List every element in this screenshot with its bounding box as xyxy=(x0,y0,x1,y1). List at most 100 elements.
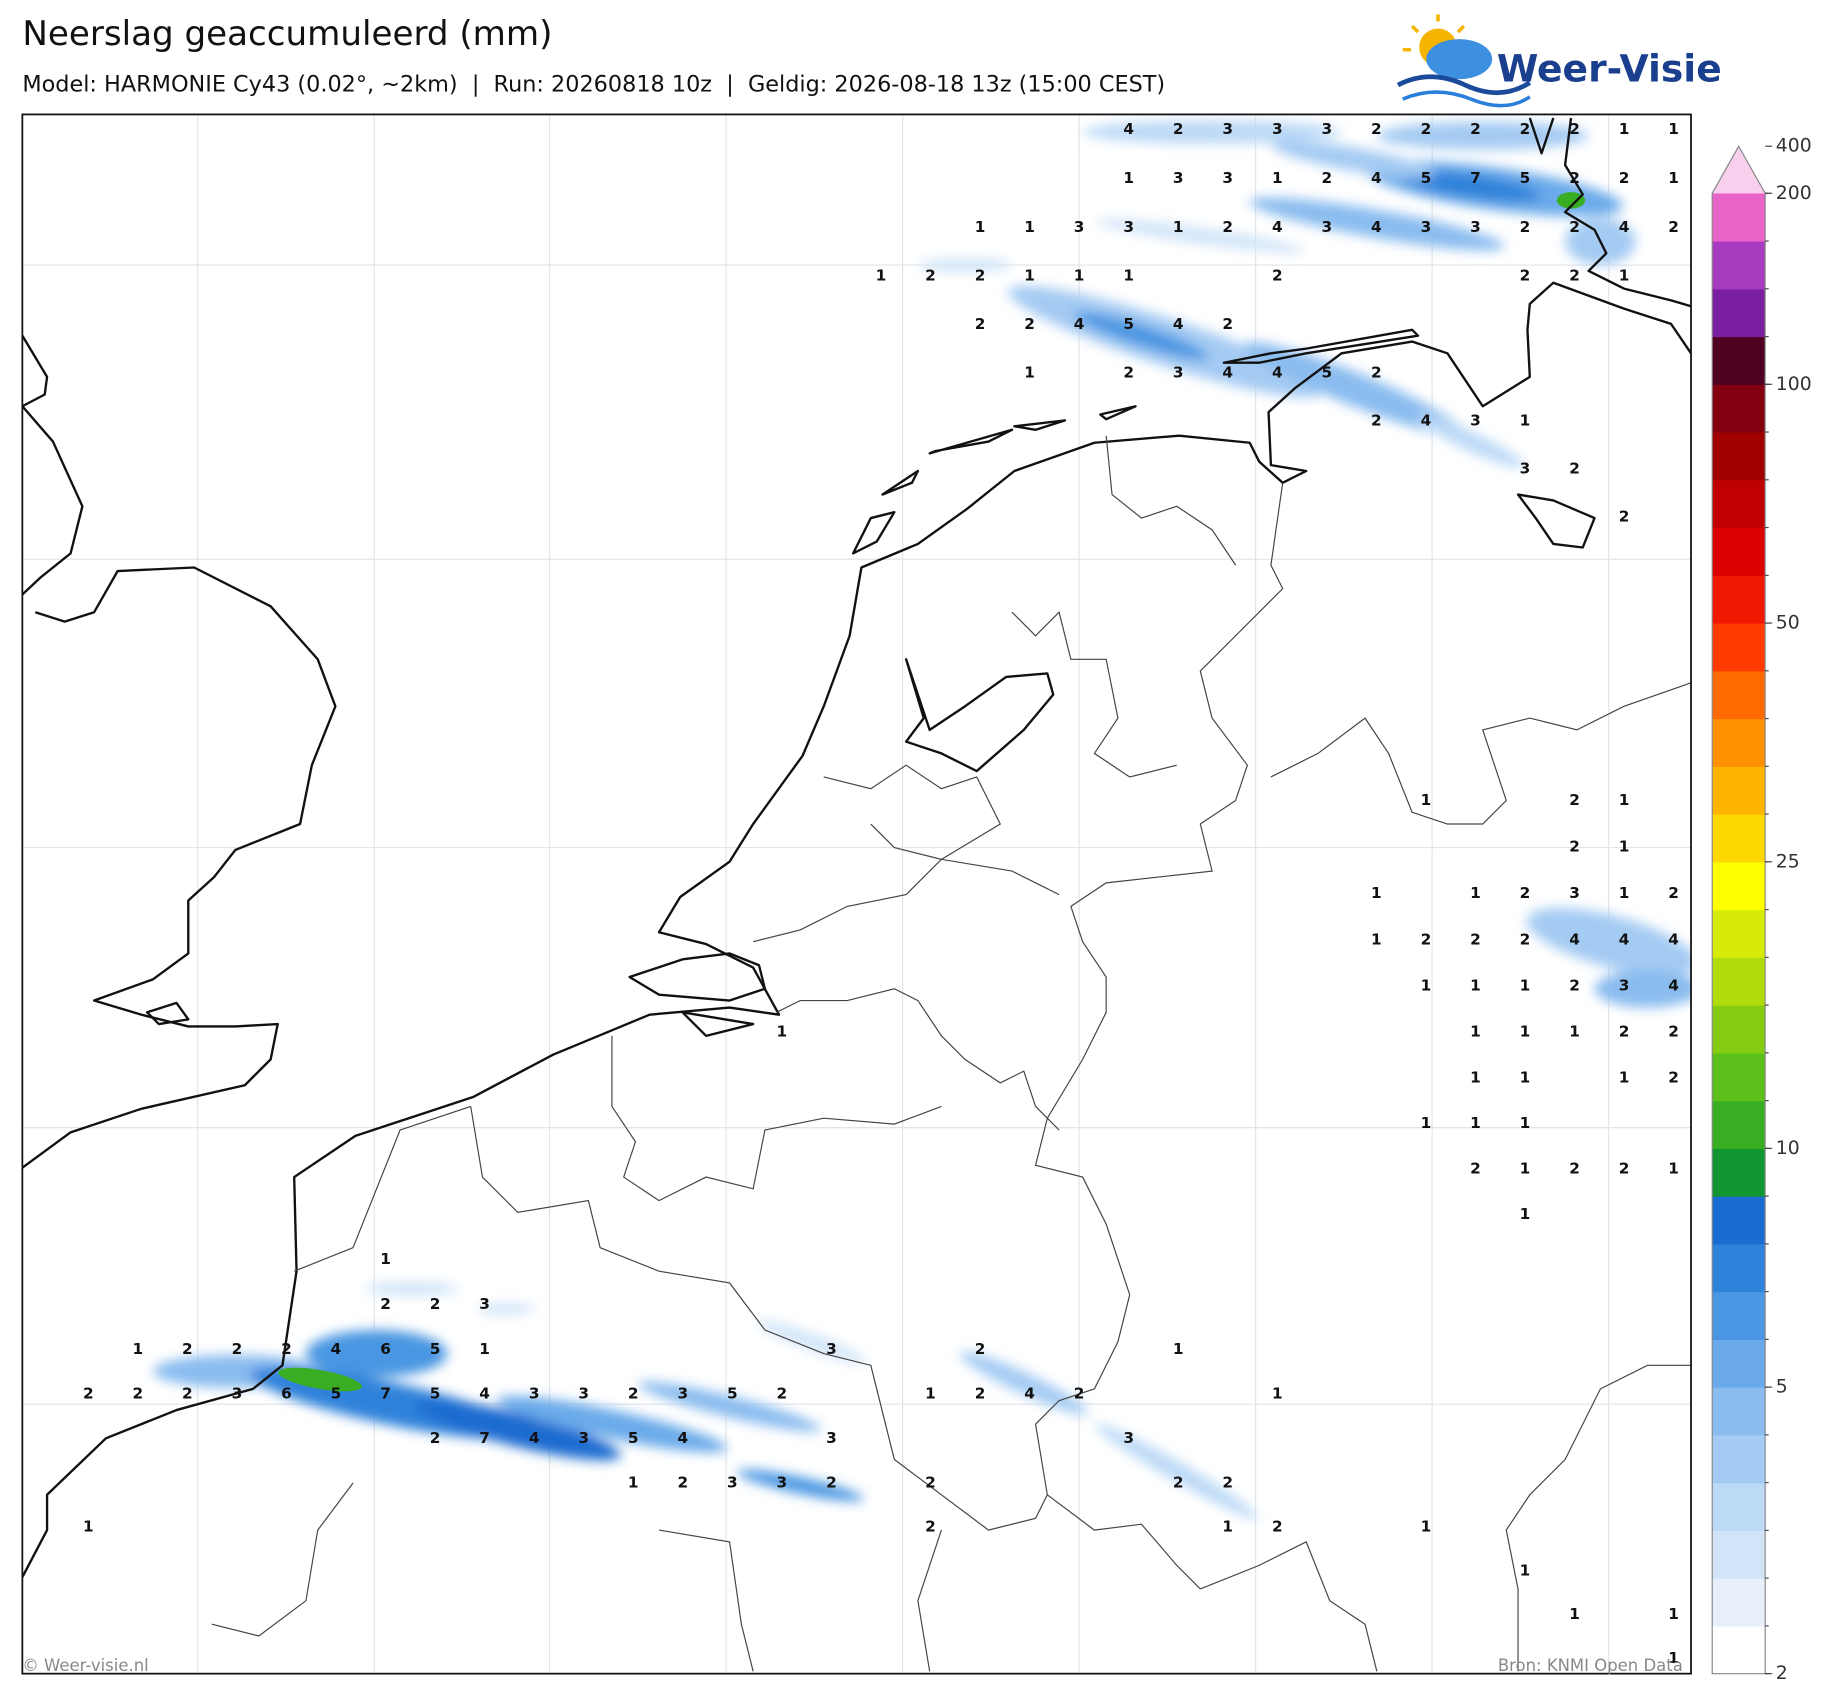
precip-label: 2 xyxy=(83,1384,94,1402)
precip-label: 2 xyxy=(1569,267,1580,285)
precip-label: 3 xyxy=(1470,412,1481,430)
colorbar-block xyxy=(1712,957,1766,1006)
colorbar-block xyxy=(1712,1291,1766,1340)
precip-label: 2 xyxy=(1421,930,1432,948)
colorbar-block xyxy=(1712,288,1766,338)
subtitle: Model: HARMONIE Cy43 (0.02°, ~2km) | Run… xyxy=(22,72,1165,98)
precip-label: 4 xyxy=(1569,930,1580,948)
colorbar-block xyxy=(1712,1243,1766,1293)
colorbar-block xyxy=(1712,766,1766,815)
precip-label: 1 xyxy=(876,267,887,285)
precip-label: 3 xyxy=(1569,884,1580,902)
logo-text: Weer-Visie xyxy=(1497,46,1722,90)
precip-label: 1 xyxy=(975,218,986,236)
precip-label: 1 xyxy=(1668,1605,1679,1623)
precip-label: 3 xyxy=(479,1295,490,1313)
precip-label: 1 xyxy=(1520,1160,1531,1178)
precip-label: 3 xyxy=(826,1429,837,1447)
precip-label: 4 xyxy=(1371,169,1382,187)
precip-label: 1 xyxy=(1024,364,1035,382)
precip-label: 2 xyxy=(1470,1160,1481,1178)
precip-label: 2 xyxy=(1619,508,1630,526)
precip-label: 2 xyxy=(777,1384,788,1402)
precip-label: 1 xyxy=(1470,977,1481,995)
colorbar-block xyxy=(1712,1148,1766,1197)
colorbar-block xyxy=(1712,432,1766,481)
precip-label: 2 xyxy=(1222,218,1233,236)
precip-label: 3 xyxy=(777,1473,788,1491)
precip-label: 5 xyxy=(1520,169,1531,187)
colorbar-tick-label: 400 xyxy=(1776,136,1812,157)
colorbar-tick-label: 5 xyxy=(1776,1377,1788,1398)
precip-label: 4 xyxy=(1668,977,1679,995)
colorbar-tick-label: 2 xyxy=(1776,1663,1788,1681)
precip-label: 7 xyxy=(479,1429,490,1447)
precip-label: 3 xyxy=(1321,218,1332,236)
precip-label: 1 xyxy=(628,1473,639,1491)
precip-label: 2 xyxy=(281,1340,292,1358)
precip-label: 2 xyxy=(1668,218,1679,236)
colorbar-block xyxy=(1712,718,1766,767)
precip-label: 2 xyxy=(1371,364,1382,382)
precip-label: 4 xyxy=(1371,218,1382,236)
precip-label: 1 xyxy=(1421,977,1432,995)
precip-label: 1 xyxy=(1520,1561,1531,1579)
precip-label: 7 xyxy=(380,1384,391,1402)
precipitation-labels: 4 2 3 3 3 2 2 2 2 2 1 1 1 3 3 1 2 4 5 7 5 2 2 1 1 1 3 3 1 2 4 3 4 3 3 2 2 4 2 1… xyxy=(83,120,1679,1667)
colorbar-tick-label: 200 xyxy=(1776,183,1812,204)
colorbar-tick-label: 10 xyxy=(1776,1138,1800,1159)
precip-label: 2 xyxy=(1123,364,1134,382)
colorbar-block xyxy=(1712,241,1766,290)
precip-label: 2 xyxy=(1668,884,1679,902)
precip-label: 1 xyxy=(479,1340,490,1358)
precip-label: 6 xyxy=(380,1340,391,1358)
precip-label: 1 xyxy=(1272,1384,1283,1402)
precip-label: 2 xyxy=(1619,1160,1630,1178)
precip-label: 1 xyxy=(1619,838,1630,856)
precip-label: 1 xyxy=(1470,884,1481,902)
precip-label: 1 xyxy=(1371,930,1382,948)
precip-label: 1 xyxy=(1123,267,1134,285)
colorbar-block xyxy=(1712,1387,1766,1436)
title: Neerslag geaccumuleerd (mm) xyxy=(22,14,552,54)
colorbar-tick-label: 25 xyxy=(1776,851,1800,872)
precip-label: 3 xyxy=(1272,120,1283,138)
colorbar-block xyxy=(1712,575,1766,624)
precip-label: 4 xyxy=(1272,218,1283,236)
precip-label: 1 xyxy=(1074,267,1085,285)
borders xyxy=(211,435,1692,1672)
precip-label: 1 xyxy=(1619,120,1630,138)
precip-label: 1 xyxy=(1619,884,1630,902)
precip-label: 2 xyxy=(1074,1384,1085,1402)
precip-label: 1 xyxy=(1222,1517,1233,1535)
precip-label: 3 xyxy=(727,1473,738,1491)
precip-label: 1 xyxy=(1371,884,1382,902)
coastlines xyxy=(22,117,1692,1578)
precip-label: 1 xyxy=(1421,791,1432,809)
precip-label: 1 xyxy=(1668,1649,1679,1667)
precip-label: 3 xyxy=(1222,120,1233,138)
colorbar-block xyxy=(1712,1196,1766,1245)
colorbar-tick-label: 100 xyxy=(1776,374,1812,395)
precip-label: 5 xyxy=(1123,315,1134,333)
precip-label: 5 xyxy=(1321,364,1332,382)
precip-label: 3 xyxy=(1173,364,1184,382)
precip-label: 1 xyxy=(1024,218,1035,236)
precip-label: 5 xyxy=(727,1384,738,1402)
precip-label: 2 xyxy=(1421,120,1432,138)
precip-label: 3 xyxy=(1470,218,1481,236)
precip-label: 4 xyxy=(1619,930,1630,948)
precip-label: 3 xyxy=(578,1384,589,1402)
precip-label: 2 xyxy=(1222,315,1233,333)
precip-label: 2 xyxy=(1371,120,1382,138)
precip-label: 6 xyxy=(281,1384,292,1402)
precip-label: 1 xyxy=(1520,1205,1531,1223)
colorbar-block xyxy=(1712,1434,1766,1484)
logo: Weer-Visie xyxy=(1396,14,1722,108)
precip-label: 2 xyxy=(1371,412,1382,430)
precip-label: 1 xyxy=(1569,1023,1580,1041)
precip-label: 2 xyxy=(925,1473,936,1491)
precip-label: 3 xyxy=(1619,977,1630,995)
